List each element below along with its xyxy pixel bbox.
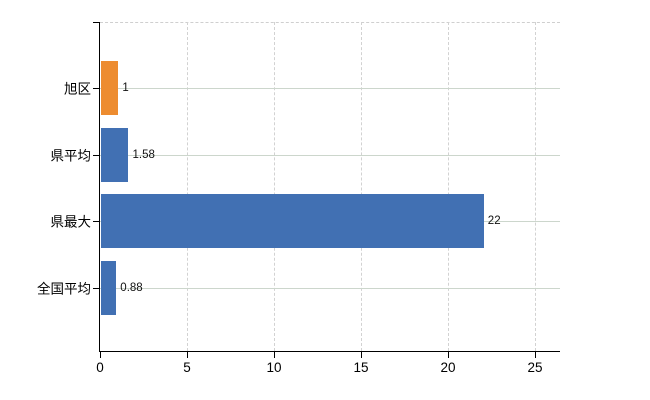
vertical-gridline (535, 22, 536, 351)
category-label: 県平均 (50, 148, 92, 164)
x-axis-tick (273, 352, 275, 358)
x-axis-tick (186, 352, 188, 358)
plot-top-border (100, 22, 560, 23)
x-axis-line (99, 351, 560, 353)
bar-ken-heikin (101, 128, 129, 182)
y-axis-tick (93, 88, 99, 90)
bar-value-label: 1.58 (132, 149, 155, 161)
x-axis-tick-label: 0 (96, 360, 104, 375)
x-axis-tick-label: 5 (183, 360, 191, 375)
y-axis-tick (93, 287, 99, 289)
y-axis-line (99, 22, 101, 352)
x-axis-tick-label: 10 (266, 360, 282, 375)
x-axis-tick (99, 352, 101, 358)
y-axis-tick (93, 22, 99, 24)
vertical-gridline (361, 22, 362, 351)
bar-value-label: 1 (122, 82, 129, 94)
bar-value-label: 0.88 (120, 281, 143, 294)
vertical-gridline (274, 22, 275, 351)
category-label: 旭区 (64, 81, 91, 97)
x-axis-tick (360, 352, 362, 358)
horizontal-gridline (100, 88, 560, 89)
bar-value-label: 22 (487, 215, 501, 227)
bar-ken-saidai (101, 194, 484, 248)
vertical-gridline (448, 22, 449, 351)
category-label: 県最大 (50, 214, 92, 230)
bar-asahi-ku (101, 61, 119, 115)
horizontal-gridline (100, 155, 560, 156)
x-axis-tick-label: 15 (353, 360, 369, 375)
x-axis-tick (447, 352, 449, 358)
x-axis-tick-label: 20 (440, 360, 456, 375)
y-axis-tick (93, 221, 99, 223)
bar-zenkoku-heikin (101, 260, 117, 315)
y-axis-tick (93, 155, 99, 157)
x-axis-tick-label: 25 (527, 360, 543, 375)
horizontal-gridline (100, 287, 560, 289)
category-label: 全国平均 (37, 281, 91, 297)
vertical-gridline (187, 22, 188, 351)
x-axis-tick (534, 352, 536, 358)
